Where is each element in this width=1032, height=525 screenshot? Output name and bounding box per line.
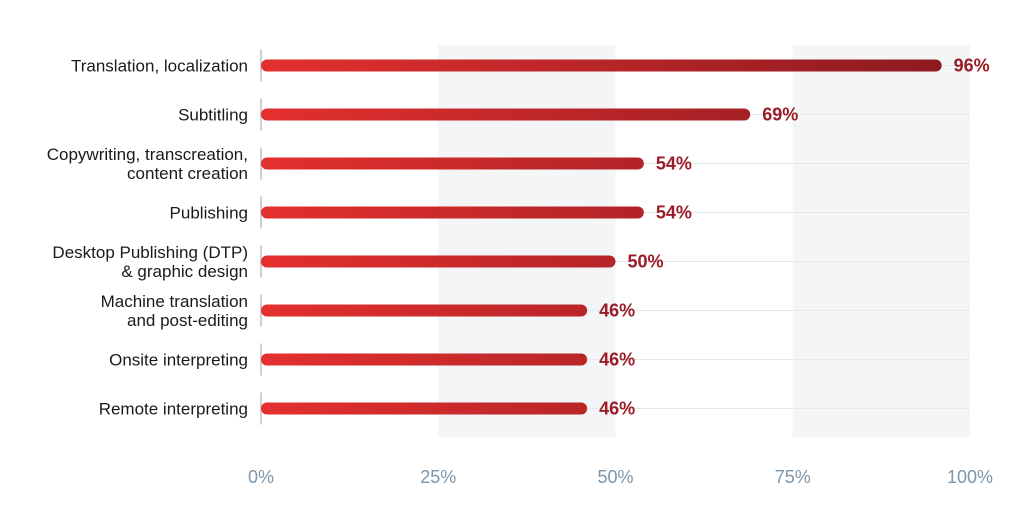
value-label: 69% xyxy=(762,104,798,124)
value-label: 46% xyxy=(599,300,635,320)
category-label: Machine translation and post-editing xyxy=(100,291,248,330)
x-tick-label: 75% xyxy=(775,467,811,487)
shaded-band xyxy=(438,45,616,437)
x-tick-label: 50% xyxy=(597,467,633,487)
category-label: Desktop Publishing (DTP) & graphic desig… xyxy=(52,242,248,281)
category-label: Onsite interpreting xyxy=(109,350,248,369)
value-label: 46% xyxy=(599,398,635,418)
x-tick-label: 100% xyxy=(947,467,993,487)
category-label: Remote interpreting xyxy=(98,399,248,418)
category-label: Translation, localization xyxy=(70,56,248,75)
value-label: 46% xyxy=(599,349,635,369)
category-label: Publishing xyxy=(169,203,248,222)
category-label: Subtitling xyxy=(178,105,248,124)
value-label: 54% xyxy=(656,202,692,222)
x-tick-label: 0% xyxy=(248,467,274,487)
shaded-band xyxy=(792,45,970,437)
x-tick-label: 25% xyxy=(420,467,456,487)
value-label: 54% xyxy=(656,153,692,173)
category-label: Copywriting, transcreation, content crea… xyxy=(46,144,248,183)
value-label: 50% xyxy=(628,251,664,271)
value-label: 96% xyxy=(954,55,990,75)
